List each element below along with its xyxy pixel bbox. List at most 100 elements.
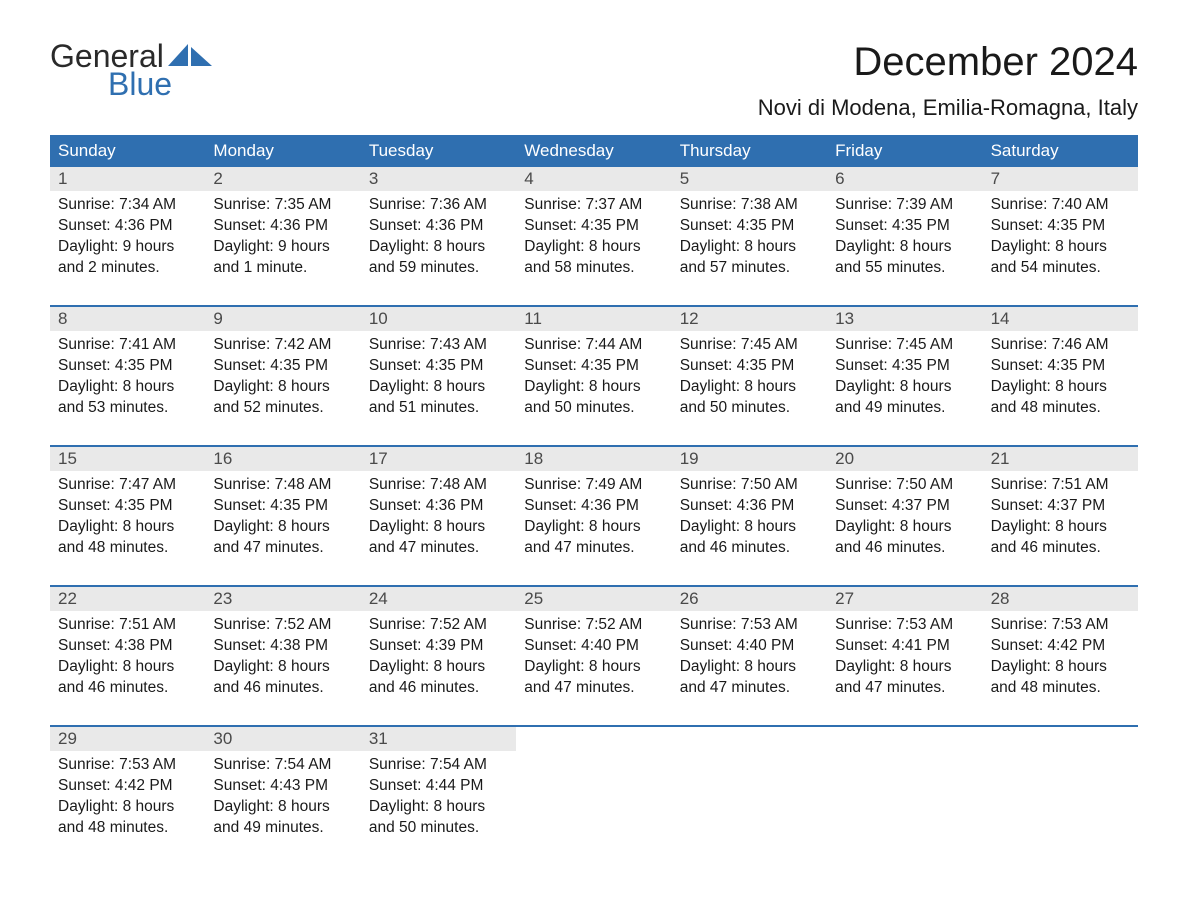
- calendar-cell: 7Sunrise: 7:40 AMSunset: 4:35 PMDaylight…: [983, 167, 1138, 291]
- daynum: 16: [205, 447, 360, 471]
- day-line-sunset: Sunset: 4:35 PM: [58, 496, 197, 517]
- day-line-sunset: Sunset: 4:42 PM: [991, 636, 1130, 657]
- day-line-daylight1: Daylight: 8 hours: [369, 517, 508, 538]
- day-line-daylight2: and 55 minutes.: [835, 258, 974, 279]
- weekday-header-cell: Wednesday: [516, 135, 671, 167]
- day-body: Sunrise: 7:54 AMSunset: 4:43 PMDaylight:…: [205, 751, 360, 851]
- day-line-sunset: Sunset: 4:43 PM: [213, 776, 352, 797]
- day-body: Sunrise: 7:46 AMSunset: 4:35 PMDaylight:…: [983, 331, 1138, 431]
- daynum: 7: [983, 167, 1138, 191]
- daynum: 17: [361, 447, 516, 471]
- day-line-sunset: Sunset: 4:38 PM: [213, 636, 352, 657]
- calendar-cell: 15Sunrise: 7:47 AMSunset: 4:35 PMDayligh…: [50, 447, 205, 571]
- day-line-daylight2: and 46 minutes.: [213, 678, 352, 699]
- calendar-week: 22Sunrise: 7:51 AMSunset: 4:38 PMDayligh…: [50, 585, 1138, 711]
- day-body: Sunrise: 7:49 AMSunset: 4:36 PMDaylight:…: [516, 471, 671, 571]
- day-line-sunrise: Sunrise: 7:53 AM: [680, 615, 819, 636]
- day-line-sunset: Sunset: 4:35 PM: [213, 496, 352, 517]
- daynum: 5: [672, 167, 827, 191]
- day-line-sunset: Sunset: 4:36 PM: [58, 216, 197, 237]
- day-line-sunset: Sunset: 4:37 PM: [835, 496, 974, 517]
- day-line-daylight1: Daylight: 8 hours: [58, 797, 197, 818]
- day-line-sunset: Sunset: 4:40 PM: [524, 636, 663, 657]
- calendar-cell: 25Sunrise: 7:52 AMSunset: 4:40 PMDayligh…: [516, 587, 671, 711]
- day-line-daylight1: Daylight: 8 hours: [524, 237, 663, 258]
- daynum: 6: [827, 167, 982, 191]
- day-line-daylight1: Daylight: 8 hours: [213, 797, 352, 818]
- calendar-cell: 16Sunrise: 7:48 AMSunset: 4:35 PMDayligh…: [205, 447, 360, 571]
- day-body: Sunrise: 7:52 AMSunset: 4:39 PMDaylight:…: [361, 611, 516, 711]
- day-line-daylight1: Daylight: 8 hours: [680, 377, 819, 398]
- daynum: 31: [361, 727, 516, 751]
- calendar-cell: 9Sunrise: 7:42 AMSunset: 4:35 PMDaylight…: [205, 307, 360, 431]
- day-line-sunrise: Sunrise: 7:37 AM: [524, 195, 663, 216]
- day-line-daylight2: and 46 minutes.: [680, 538, 819, 559]
- day-line-sunrise: Sunrise: 7:52 AM: [213, 615, 352, 636]
- day-line-sunset: Sunset: 4:37 PM: [991, 496, 1130, 517]
- day-body: Sunrise: 7:50 AMSunset: 4:37 PMDaylight:…: [827, 471, 982, 571]
- day-line-daylight2: and 48 minutes.: [58, 538, 197, 559]
- calendar-cell: [983, 727, 1138, 851]
- day-line-sunset: Sunset: 4:36 PM: [213, 216, 352, 237]
- day-body: Sunrise: 7:53 AMSunset: 4:42 PMDaylight:…: [983, 611, 1138, 711]
- calendar-cell: 24Sunrise: 7:52 AMSunset: 4:39 PMDayligh…: [361, 587, 516, 711]
- day-line-daylight1: Daylight: 8 hours: [991, 657, 1130, 678]
- day-line-daylight2: and 58 minutes.: [524, 258, 663, 279]
- daynum: 25: [516, 587, 671, 611]
- day-line-sunset: Sunset: 4:35 PM: [680, 356, 819, 377]
- weekday-header-cell: Saturday: [983, 135, 1138, 167]
- calendar-cell: 4Sunrise: 7:37 AMSunset: 4:35 PMDaylight…: [516, 167, 671, 291]
- day-line-sunrise: Sunrise: 7:50 AM: [680, 475, 819, 496]
- day-body: [827, 751, 982, 851]
- day-line-daylight2: and 46 minutes.: [58, 678, 197, 699]
- day-line-daylight1: Daylight: 8 hours: [680, 657, 819, 678]
- daynum: 4: [516, 167, 671, 191]
- daynum: 27: [827, 587, 982, 611]
- day-line-sunset: Sunset: 4:42 PM: [58, 776, 197, 797]
- day-line-daylight2: and 48 minutes.: [58, 818, 197, 839]
- day-line-sunrise: Sunrise: 7:52 AM: [524, 615, 663, 636]
- daynum: 15: [50, 447, 205, 471]
- day-body: Sunrise: 7:53 AMSunset: 4:41 PMDaylight:…: [827, 611, 982, 711]
- day-line-sunset: Sunset: 4:35 PM: [58, 356, 197, 377]
- day-line-sunrise: Sunrise: 7:46 AM: [991, 335, 1130, 356]
- day-line-sunrise: Sunrise: 7:43 AM: [369, 335, 508, 356]
- calendar-cell: 19Sunrise: 7:50 AMSunset: 4:36 PMDayligh…: [672, 447, 827, 571]
- day-line-sunset: Sunset: 4:35 PM: [835, 216, 974, 237]
- daynum: 26: [672, 587, 827, 611]
- day-line-sunrise: Sunrise: 7:45 AM: [835, 335, 974, 356]
- page-header: General Blue December 2024 Novi di Moden…: [50, 40, 1138, 121]
- weekday-header-cell: Tuesday: [361, 135, 516, 167]
- daynum: 29: [50, 727, 205, 751]
- day-line-sunset: Sunset: 4:35 PM: [991, 216, 1130, 237]
- day-line-sunrise: Sunrise: 7:38 AM: [680, 195, 819, 216]
- day-body: Sunrise: 7:51 AMSunset: 4:38 PMDaylight:…: [50, 611, 205, 711]
- daynum: 23: [205, 587, 360, 611]
- weekday-header-cell: Thursday: [672, 135, 827, 167]
- day-line-sunset: Sunset: 4:36 PM: [369, 216, 508, 237]
- day-line-sunrise: Sunrise: 7:54 AM: [213, 755, 352, 776]
- daynum: 9: [205, 307, 360, 331]
- calendar-cell: 27Sunrise: 7:53 AMSunset: 4:41 PMDayligh…: [827, 587, 982, 711]
- day-line-sunrise: Sunrise: 7:48 AM: [213, 475, 352, 496]
- day-body: Sunrise: 7:35 AMSunset: 4:36 PMDaylight:…: [205, 191, 360, 291]
- day-line-sunrise: Sunrise: 7:53 AM: [991, 615, 1130, 636]
- day-line-daylight1: Daylight: 8 hours: [369, 377, 508, 398]
- day-line-sunrise: Sunrise: 7:47 AM: [58, 475, 197, 496]
- day-body: Sunrise: 7:48 AMSunset: 4:35 PMDaylight:…: [205, 471, 360, 571]
- daynum: 21: [983, 447, 1138, 471]
- day-line-daylight2: and 53 minutes.: [58, 398, 197, 419]
- day-line-sunset: Sunset: 4:38 PM: [58, 636, 197, 657]
- day-line-sunrise: Sunrise: 7:36 AM: [369, 195, 508, 216]
- day-line-daylight1: Daylight: 8 hours: [835, 237, 974, 258]
- daynum: 2: [205, 167, 360, 191]
- title-block: December 2024 Novi di Modena, Emilia-Rom…: [758, 40, 1138, 121]
- calendar-cell: 29Sunrise: 7:53 AMSunset: 4:42 PMDayligh…: [50, 727, 205, 851]
- day-body: Sunrise: 7:52 AMSunset: 4:38 PMDaylight:…: [205, 611, 360, 711]
- calendar-cell: 18Sunrise: 7:49 AMSunset: 4:36 PMDayligh…: [516, 447, 671, 571]
- day-body: Sunrise: 7:54 AMSunset: 4:44 PMDaylight:…: [361, 751, 516, 851]
- calendar-week: 8Sunrise: 7:41 AMSunset: 4:35 PMDaylight…: [50, 305, 1138, 431]
- calendar-week: 29Sunrise: 7:53 AMSunset: 4:42 PMDayligh…: [50, 725, 1138, 851]
- day-body: Sunrise: 7:39 AMSunset: 4:35 PMDaylight:…: [827, 191, 982, 291]
- day-body: [516, 751, 671, 851]
